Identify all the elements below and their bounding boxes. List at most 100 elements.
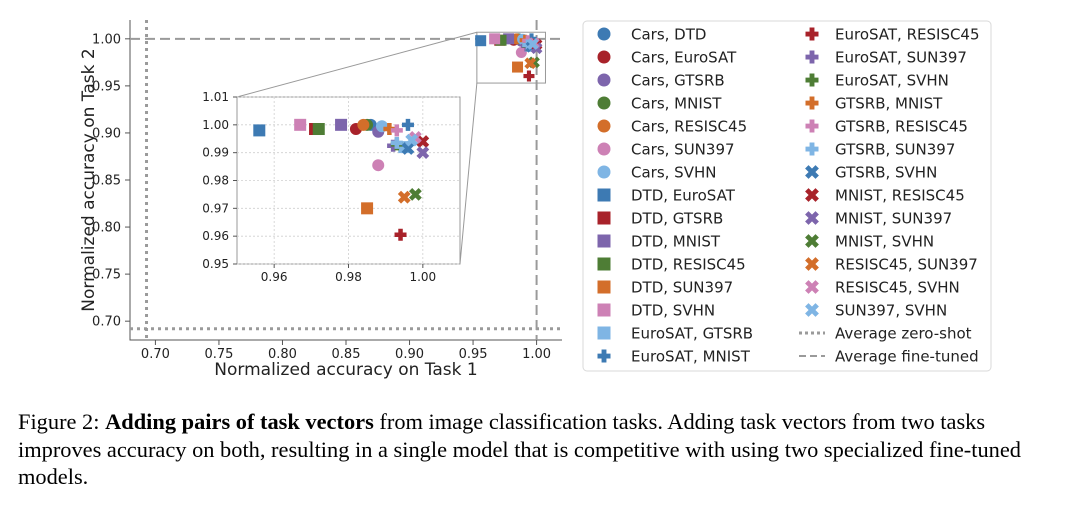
inset-point-dtd-mnist [335,118,348,131]
legend-frame [582,20,992,372]
main-point-dtd-mnist [503,33,515,45]
inset-connector [459,83,478,265]
legend-label-dtd-gtsrb: DTD, GTSRB [631,210,723,228]
main-y-axis-label: Normalized accuracy on Task 2 [79,48,99,311]
main-point-dtd-svhn [489,33,501,45]
inset-point-mnist-svhn [409,188,422,201]
legend-label-cars-eurosat: Cars, EuroSAT [631,49,737,67]
legend-marker-dtd-sun397 [597,280,611,294]
legend-label-mnist-svhn: MNIST, SVHN [835,233,934,251]
main-point-sun397-svhn [526,38,539,50]
legend-marker-resisc45-svhn [805,280,819,294]
inset-y-tick-label: 1.01 [202,90,229,104]
legend-label-dtd-svhn: DTD, SVHN [631,302,715,320]
legend-label-gtsrb-mnist: GTSRB, MNIST [835,95,943,113]
main-x-tick-label: 0.80 [268,347,297,362]
zoom-box [476,31,546,84]
main-y-tick-label: 0.70 [92,315,121,330]
legend-label-eurosat-sun397: EuroSAT, SUN397 [835,49,967,67]
legend-marker-gtsrb-svhn [805,165,819,179]
inset-point-mnist-resisc45 [416,135,430,148]
main-y-tick-label: 0.90 [92,126,121,141]
legend-marker-dtd-mnist [597,234,611,248]
main-x-tick-label: 1.00 [522,347,551,362]
main-x-tick-label: 0.95 [459,347,488,362]
legend-label-average-zero-shot: Average zero-shot [835,325,972,343]
legend-label-resisc45-sun397: RESISC45, SUN397 [835,256,978,274]
main-point-resisc45-sun397 [524,57,537,70]
main-axes [129,20,562,341]
figure-caption: Figure 2: Adding pairs of task vectors f… [18,408,1068,491]
legend-marker-sun397-svhn [805,303,819,317]
main-x-tick-label: 0.90 [395,347,424,362]
inset-y-tick-label: 0.97 [202,201,229,215]
legend-marker-gtsrb-sun397 [805,142,819,156]
main-point-cars-sun397 [515,46,527,58]
legend-marker-eurosat-svhn [805,73,819,87]
legend-marker-mnist-sun397 [805,211,819,225]
legend-label-gtsrb-resisc45: GTSRB, RESISC45 [835,118,968,136]
main-point-eurosat-resisc45 [523,70,535,82]
inset-point-mnist-sun397 [416,146,430,160]
legend-marker-dtd-gtsrb [597,211,611,225]
main-x-tick-label: 0.70 [141,347,170,362]
legend-marker-cars-mnist [597,96,611,110]
inset-point-gtsrb-sun397 [390,136,403,149]
legend-label-cars-mnist: Cars, MNIST [631,95,722,113]
legend-label-mnist-resisc45: MNIST, RESISC45 [835,187,965,205]
inset-x-tick-label: 1.00 [409,270,436,284]
inset-point-eurosat-mnist [401,118,414,131]
legend-label-eurosat-svhn: EuroSAT, SVHN [835,72,949,90]
inset-point-dtd-sun397 [361,202,374,215]
inset-y-tick-label: 0.95 [202,257,229,271]
caption-text: from image classification tasks. Adding … [18,409,1021,489]
legend-label-resisc45-svhn: RESISC45, SVHN [835,279,960,297]
legend-label-average-fine-tuned: Average fine-tuned [835,348,979,366]
main-point-dtd-eurosat [475,35,487,47]
legend-label-sun397-svhn: SUN397, SVHN [835,302,947,320]
legend-marker-cars-eurosat [597,50,611,64]
caption-label: Figure 2: [18,409,100,434]
legend-marker-dtd-eurosat [597,188,611,202]
legend-marker-eurosat-sun397 [805,50,819,64]
legend-marker-eurosat-resisc45 [805,27,819,41]
legend-label-cars-dtd: Cars, DTD [631,26,706,44]
legend-marker-cars-svhn [597,165,611,179]
inset-point-eurosat-resisc45 [394,228,407,241]
legend-marker-mnist-resisc45 [805,188,819,202]
legend-label-cars-svhn: Cars, SVHN [631,164,716,182]
legend-label-cars-resisc45: Cars, RESISC45 [631,118,747,136]
legend-marker-resisc45-sun397 [805,257,819,271]
legend-marker-mnist-svhn [805,234,819,248]
legend-label-mnist-sun397: MNIST, SUN397 [835,210,952,228]
inset-connector [236,31,478,98]
legend-label-cars-sun397: Cars, SUN397 [631,141,735,159]
legend-marker-dtd-resisc45 [597,257,611,271]
inset-y-tick-label: 0.96 [202,229,229,243]
legend: Cars, DTD Cars, EuroSAT Cars, GTSRB Cars, M… [582,20,992,372]
main-y-tick-label: 0.85 [92,174,121,189]
legend-label-dtd-resisc45: DTD, RESISC45 [631,256,746,274]
legend-label-dtd-eurosat: DTD, EuroSAT [631,187,736,205]
inset-point-resisc45-sun397 [397,190,411,204]
legend-label-cars-gtsrb: Cars, GTSRB [631,72,725,90]
legend-label-eurosat-gtsrb: EuroSAT, GTSRB [631,325,753,343]
legend-marker-gtsrb-mnist [805,96,819,110]
legend-marker-cars-sun397 [597,142,611,156]
main-x-axis-label: Normalized accuracy on Task 1 [214,360,477,380]
main-plot: 0.70 0.75 0.80 0.85 0.90 0.95 1.00 0.70 0.75 0.80… [79,20,562,380]
inset-point-cars-sun397 [372,159,385,172]
inset-point-gtsrb-resisc45 [390,124,403,137]
inset-y-tick-label: 1.00 [202,118,229,132]
main-y-tick-label: 0.95 [92,79,121,94]
legend-label-gtsrb-svhn: GTSRB, SVHN [835,164,937,182]
main-y-tick-label: 1.00 [92,32,121,47]
legend-marker-cars-dtd [597,27,611,41]
main-y-tick-label: 0.80 [92,221,121,236]
figure: 0.70 0.75 0.80 0.85 0.90 0.95 1.00 0.70 0.75 0.80… [79,20,992,380]
main-x-tick-label: 0.85 [332,347,361,362]
main-point-dtd-resisc45 [495,34,507,46]
legend-label-gtsrb-sun397: GTSRB, SUN397 [835,141,955,159]
legend-marker-eurosat-mnist [597,349,611,363]
main-x-tick-label: 0.75 [204,347,233,362]
